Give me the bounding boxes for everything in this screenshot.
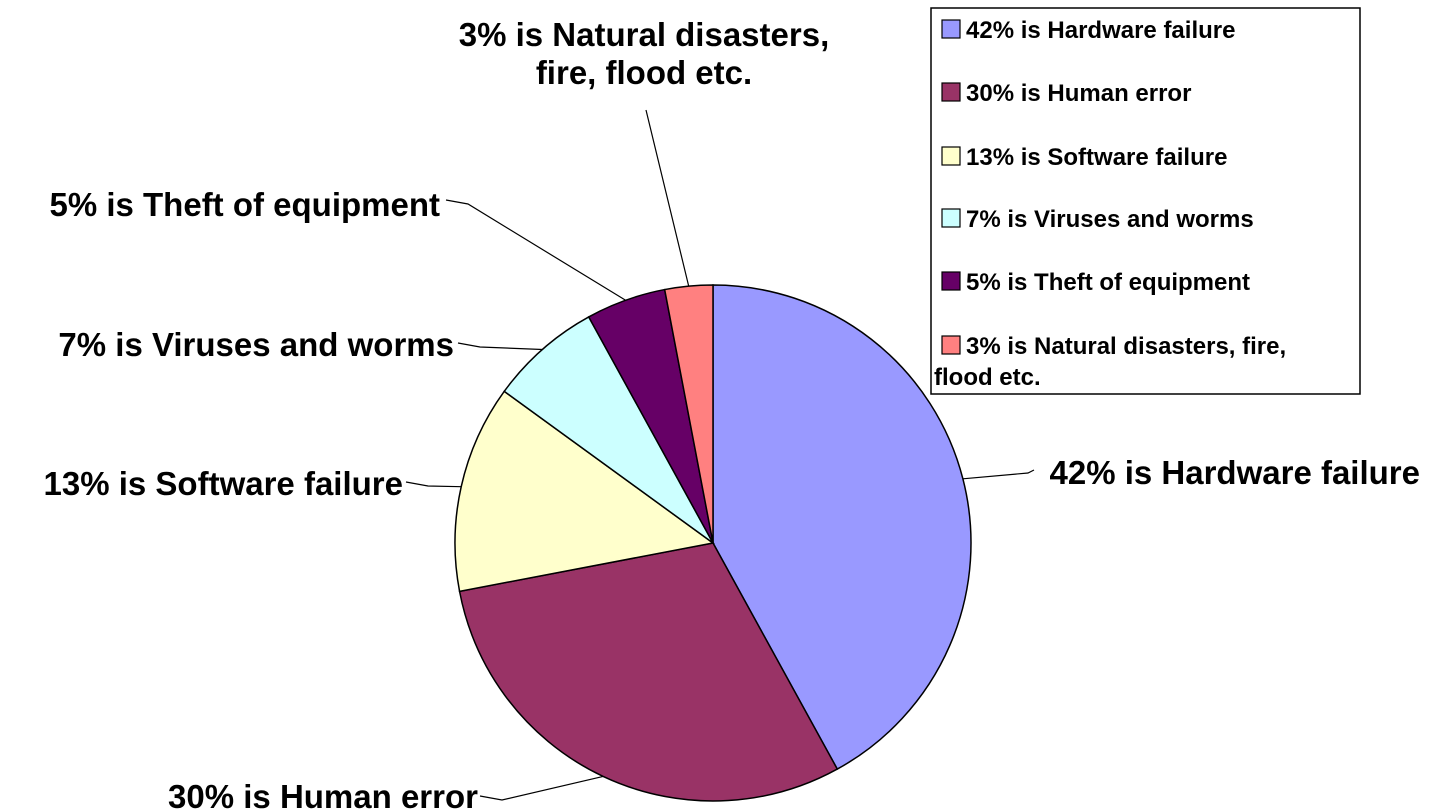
slice-label-viruses-and-worms: 7% is Viruses and worms — [58, 326, 454, 363]
legend-swatch-hardware-failure — [941, 19, 961, 39]
pie-slice-hardware-failure — [712, 284, 972, 771]
slice-label-natural-disasters-fire-flood-etc: 3% is Natural disasters, fire, flood etc. — [459, 16, 830, 91]
legend-entry-software-failure: 13% is Software failure — [966, 144, 1227, 171]
pie-slice-natural-disasters-fire-flood-etc — [663, 284, 714, 544]
legend: 42% is Hardware failure 30% is Human erro… — [930, 7, 1361, 395]
leader-line-human-error — [479, 775, 604, 801]
legend-entry-natural-disasters-fire-flood-etc: 3% is Natural disasters, fire, flood etc. — [934, 333, 1286, 391]
slice-label-theft-of-equipment: 5% is Theft of equipment — [49, 186, 440, 223]
leader-line-software-failure — [405, 481, 462, 488]
legend-swatch-human-error — [941, 82, 961, 102]
legend-entry-viruses-and-worms: 7% is Viruses and worms — [966, 206, 1254, 233]
pie-slice-software-failure — [454, 390, 715, 593]
slice-label-software-failure: 13% is Software failure — [44, 465, 403, 502]
legend-swatch-viruses-and-worms — [941, 208, 961, 228]
leader-line-natural-disasters-fire-flood-etc — [645, 109, 690, 287]
leader-line-theft-of-equipment — [445, 199, 626, 301]
legend-swatch-natural-disasters-fire-flood-etc — [941, 335, 961, 355]
legend-entry-hardware-failure: 42% is Hardware failure — [966, 17, 1235, 44]
pie-slice-viruses-and-worms — [503, 315, 714, 544]
pie-slice-human-error — [458, 542, 839, 802]
leader-lines — [405, 109, 1035, 801]
legend-entry-theft-of-equipment: 5% is Theft of equipment — [966, 269, 1250, 296]
slice-labels: 42% is Hardware failure 30% is Human erro… — [44, 16, 1420, 812]
pie-slices — [454, 284, 972, 802]
legend-entry-human-error: 30% is Human error — [966, 80, 1191, 107]
legend-swatch-software-failure — [941, 146, 961, 166]
legend-swatch-theft-of-equipment — [941, 271, 961, 291]
slice-label-human-error: 30% is Human error — [168, 778, 478, 812]
leader-line-viruses-and-worms — [457, 342, 543, 351]
legend-frame — [930, 7, 1361, 395]
leader-line-hardware-failure — [962, 469, 1035, 480]
slice-label-hardware-failure: 42% is Hardware failure — [1049, 454, 1420, 491]
